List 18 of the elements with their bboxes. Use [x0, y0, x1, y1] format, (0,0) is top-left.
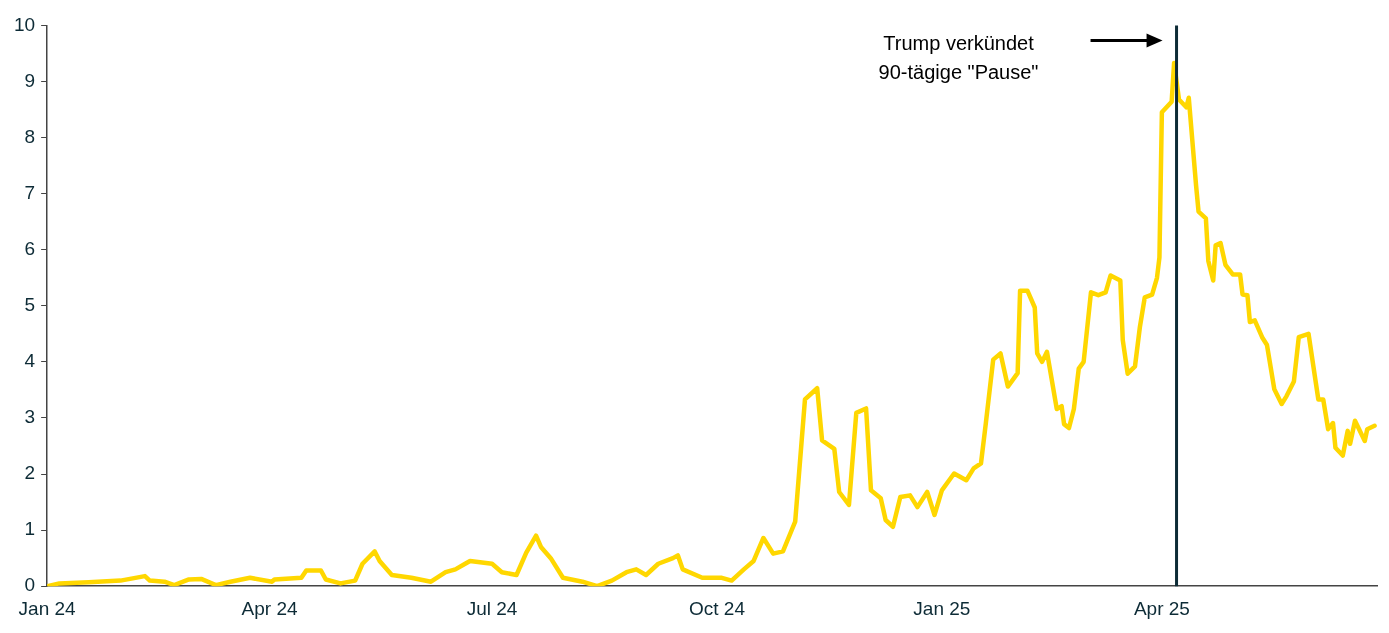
x-tick-label: Apr 25	[1133, 597, 1190, 619]
y-tick-label: 5	[24, 294, 36, 316]
y-tick-label: 4	[24, 350, 36, 372]
x-tick-label: Apr 24	[241, 597, 299, 619]
y-tick-label: 10	[13, 13, 36, 35]
x-tick-label: Jan 25	[913, 597, 971, 619]
y-tick-label: 7	[24, 181, 36, 203]
y-tick-label: 6	[24, 237, 36, 259]
x-tick-label: Jul 24	[466, 597, 518, 619]
y-tick-label: 8	[24, 125, 36, 147]
x-tick-label: Oct 24	[688, 597, 746, 619]
x-tick-label: Jan 24	[18, 597, 77, 619]
y-tick-label: 0	[24, 574, 36, 596]
y-tick-label: 2	[24, 462, 36, 484]
y-tick-label: 3	[24, 406, 36, 428]
y-tick-label: 1	[24, 518, 36, 540]
y-tick-label: 9	[24, 69, 36, 91]
annotation: Trump verkündet 90-tägige "Pause"	[878, 31, 1039, 83]
